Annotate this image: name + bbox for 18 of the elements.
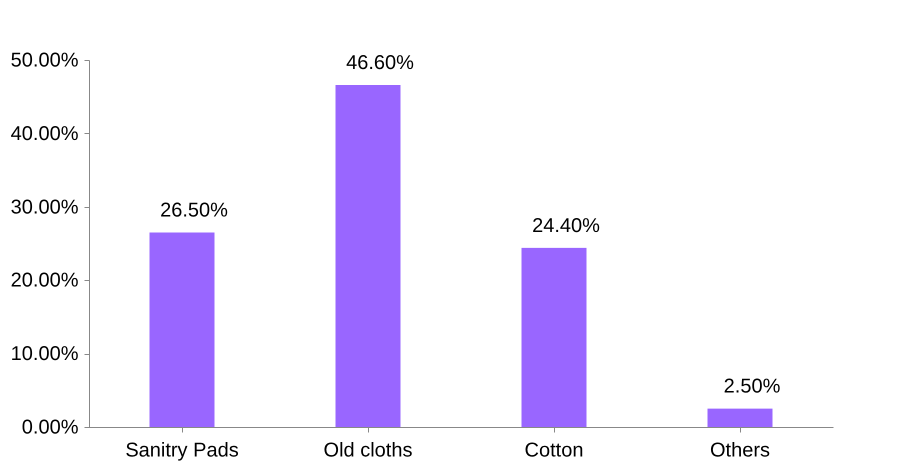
bar bbox=[708, 408, 772, 427]
x-tick-label: Old cloths bbox=[324, 440, 412, 462]
y-tick-label: 10.00% bbox=[10, 343, 79, 366]
x-tick-label: Others bbox=[710, 440, 770, 462]
x-tick-label: Cotton bbox=[524, 440, 584, 462]
y-tick-label: 30.00% bbox=[10, 196, 79, 218]
data-label: 26.50% bbox=[160, 199, 228, 222]
data-label: 46.60% bbox=[346, 52, 414, 74]
y-tick-label: 40.00% bbox=[10, 122, 79, 145]
y-tick-label: 50.00% bbox=[10, 50, 79, 72]
bar bbox=[522, 248, 586, 427]
data-label: 24.40% bbox=[532, 214, 600, 237]
bar bbox=[150, 232, 214, 427]
bar bbox=[336, 84, 400, 427]
y-tick-label: 20.00% bbox=[10, 270, 79, 292]
y-tick-label: 0.00% bbox=[22, 416, 79, 438]
data-label: 2.50% bbox=[724, 376, 781, 398]
x-tick-label: Sanitry Pads bbox=[125, 440, 239, 462]
